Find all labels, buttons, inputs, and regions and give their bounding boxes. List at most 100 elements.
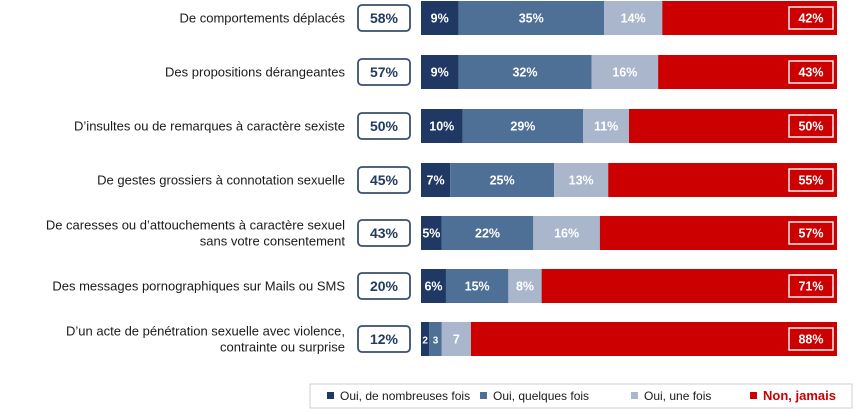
category-label-line: sans votre consentement bbox=[200, 234, 346, 249]
data-label: 3 bbox=[433, 336, 439, 347]
category-label-line: D’un acte de pénétration sexuelle avec v… bbox=[66, 324, 345, 339]
bar-segment bbox=[421, 1, 459, 35]
data-label: 15% bbox=[465, 280, 490, 294]
data-label-frame bbox=[788, 274, 834, 298]
data-label: 42% bbox=[798, 12, 823, 26]
category-label-line: De comportements déplacés bbox=[180, 11, 346, 26]
data-label: 5% bbox=[422, 227, 440, 241]
bar-segment bbox=[421, 55, 459, 89]
bar-segment bbox=[458, 1, 605, 35]
category-label: De caresses ou d’attouchements à caractè… bbox=[46, 218, 346, 249]
data-label-frame bbox=[788, 168, 834, 192]
bar-segment bbox=[458, 55, 592, 89]
total-badge-value: 45% bbox=[370, 172, 399, 188]
category-label: D’insultes ou de remarques à caractère s… bbox=[74, 119, 345, 134]
legend-swatch bbox=[750, 392, 757, 399]
total-badge-box bbox=[357, 58, 411, 86]
data-label: 50% bbox=[798, 120, 823, 134]
bar-segment bbox=[429, 322, 442, 356]
data-label: 16% bbox=[554, 227, 579, 241]
legend-label: Oui, une fois bbox=[644, 389, 711, 403]
data-label: 43% bbox=[798, 66, 823, 80]
data-label: 9% bbox=[431, 66, 449, 80]
category-label-line: De gestes grossiers à connotation sexuel… bbox=[97, 173, 345, 188]
category-label: De comportements déplacés bbox=[180, 11, 346, 26]
bar-segment bbox=[508, 269, 542, 303]
category-label-line: D’insultes ou de remarques à caractère s… bbox=[74, 119, 345, 134]
bar-segment bbox=[445, 269, 509, 303]
data-label: 32% bbox=[512, 66, 537, 80]
data-label: 55% bbox=[798, 174, 823, 188]
category-label: Des propositions dérangeantes bbox=[165, 65, 345, 80]
category-label-line: Des messages pornographiques sur Mails o… bbox=[52, 279, 345, 294]
bar-segment bbox=[604, 1, 663, 35]
total-badge-box bbox=[357, 219, 411, 247]
total-badge-box bbox=[357, 272, 411, 300]
bar-segment bbox=[421, 322, 430, 356]
legend-swatch bbox=[480, 392, 487, 399]
bar-segment bbox=[441, 216, 534, 250]
total-badge-value: 20% bbox=[370, 278, 399, 294]
legend-label: Oui, quelques fois bbox=[493, 389, 589, 403]
bar-segment bbox=[421, 163, 451, 197]
legend: Oui, de nombreuses fois Oui, quelques foi… bbox=[309, 383, 853, 409]
data-label: 25% bbox=[490, 174, 515, 188]
data-label: 35% bbox=[519, 12, 544, 26]
bar-segment bbox=[583, 109, 629, 143]
data-label: 7% bbox=[427, 174, 445, 188]
total-badge-box bbox=[357, 166, 411, 194]
legend-frame bbox=[309, 383, 853, 409]
category-label-line: Des propositions dérangeantes bbox=[165, 65, 345, 80]
bar-segment bbox=[450, 163, 555, 197]
total-badges: 58% 57% 50% 45% 43% 20% 12% bbox=[357, 4, 411, 353]
data-label: 9% bbox=[431, 12, 449, 26]
data-label: 7 bbox=[453, 333, 460, 347]
bar-segment bbox=[470, 322, 837, 356]
data-label: 6% bbox=[424, 280, 442, 294]
legend-swatch bbox=[631, 392, 638, 399]
total-badge-box bbox=[357, 4, 411, 32]
bar-segment bbox=[441, 322, 471, 356]
total-badge-box bbox=[357, 325, 411, 353]
bar-segment bbox=[591, 55, 659, 89]
data-label: 14% bbox=[621, 12, 646, 26]
category-labels: De comportements déplacés Des proposition… bbox=[46, 11, 346, 355]
data-label: 16% bbox=[612, 66, 637, 80]
total-badge-value: 43% bbox=[370, 225, 399, 241]
bar-segment bbox=[421, 109, 463, 143]
data-label-frame bbox=[788, 60, 834, 84]
bar-segment bbox=[421, 269, 446, 303]
data-label: 88% bbox=[798, 333, 823, 347]
legend-swatch bbox=[327, 392, 334, 399]
data-label: 29% bbox=[510, 120, 535, 134]
data-label: 2 bbox=[422, 336, 428, 347]
data-label: 13% bbox=[569, 174, 594, 188]
data-label: 71% bbox=[798, 280, 823, 294]
data-label-frame bbox=[788, 6, 834, 30]
bar-segment bbox=[541, 269, 837, 303]
category-label: Des messages pornographiques sur Mails o… bbox=[52, 279, 345, 294]
bar-segment bbox=[421, 216, 442, 250]
legend-label: Non, jamais bbox=[763, 388, 836, 403]
legend-label: Oui, de nombreuses fois bbox=[340, 389, 470, 403]
data-label: 11% bbox=[594, 120, 618, 134]
bar-segment bbox=[554, 163, 609, 197]
bars: 9% 35% 14% 42%9% 32% 16% 43%10% 29% 11% 50%7% 25% 1… bbox=[421, 1, 837, 356]
data-label-frame bbox=[788, 114, 834, 138]
data-label: 22% bbox=[475, 227, 500, 241]
category-label: De gestes grossiers à connotation sexuel… bbox=[97, 173, 345, 188]
total-badge-box bbox=[357, 112, 411, 140]
category-label: D’un acte de pénétration sexuelle avec v… bbox=[66, 324, 345, 355]
total-badge-value: 50% bbox=[370, 118, 399, 134]
category-label-line: contrainte ou surprise bbox=[220, 340, 345, 355]
data-label-frame bbox=[788, 327, 834, 351]
bar-segment bbox=[462, 109, 584, 143]
total-badge-value: 57% bbox=[370, 64, 399, 80]
bar-segment bbox=[533, 216, 600, 250]
data-label: 10% bbox=[429, 120, 454, 134]
total-badge-value: 58% bbox=[370, 10, 399, 26]
data-label: 57% bbox=[798, 227, 823, 241]
total-badge-value: 12% bbox=[370, 331, 399, 347]
category-label-line: De caresses ou d’attouchements à caractè… bbox=[46, 218, 345, 233]
